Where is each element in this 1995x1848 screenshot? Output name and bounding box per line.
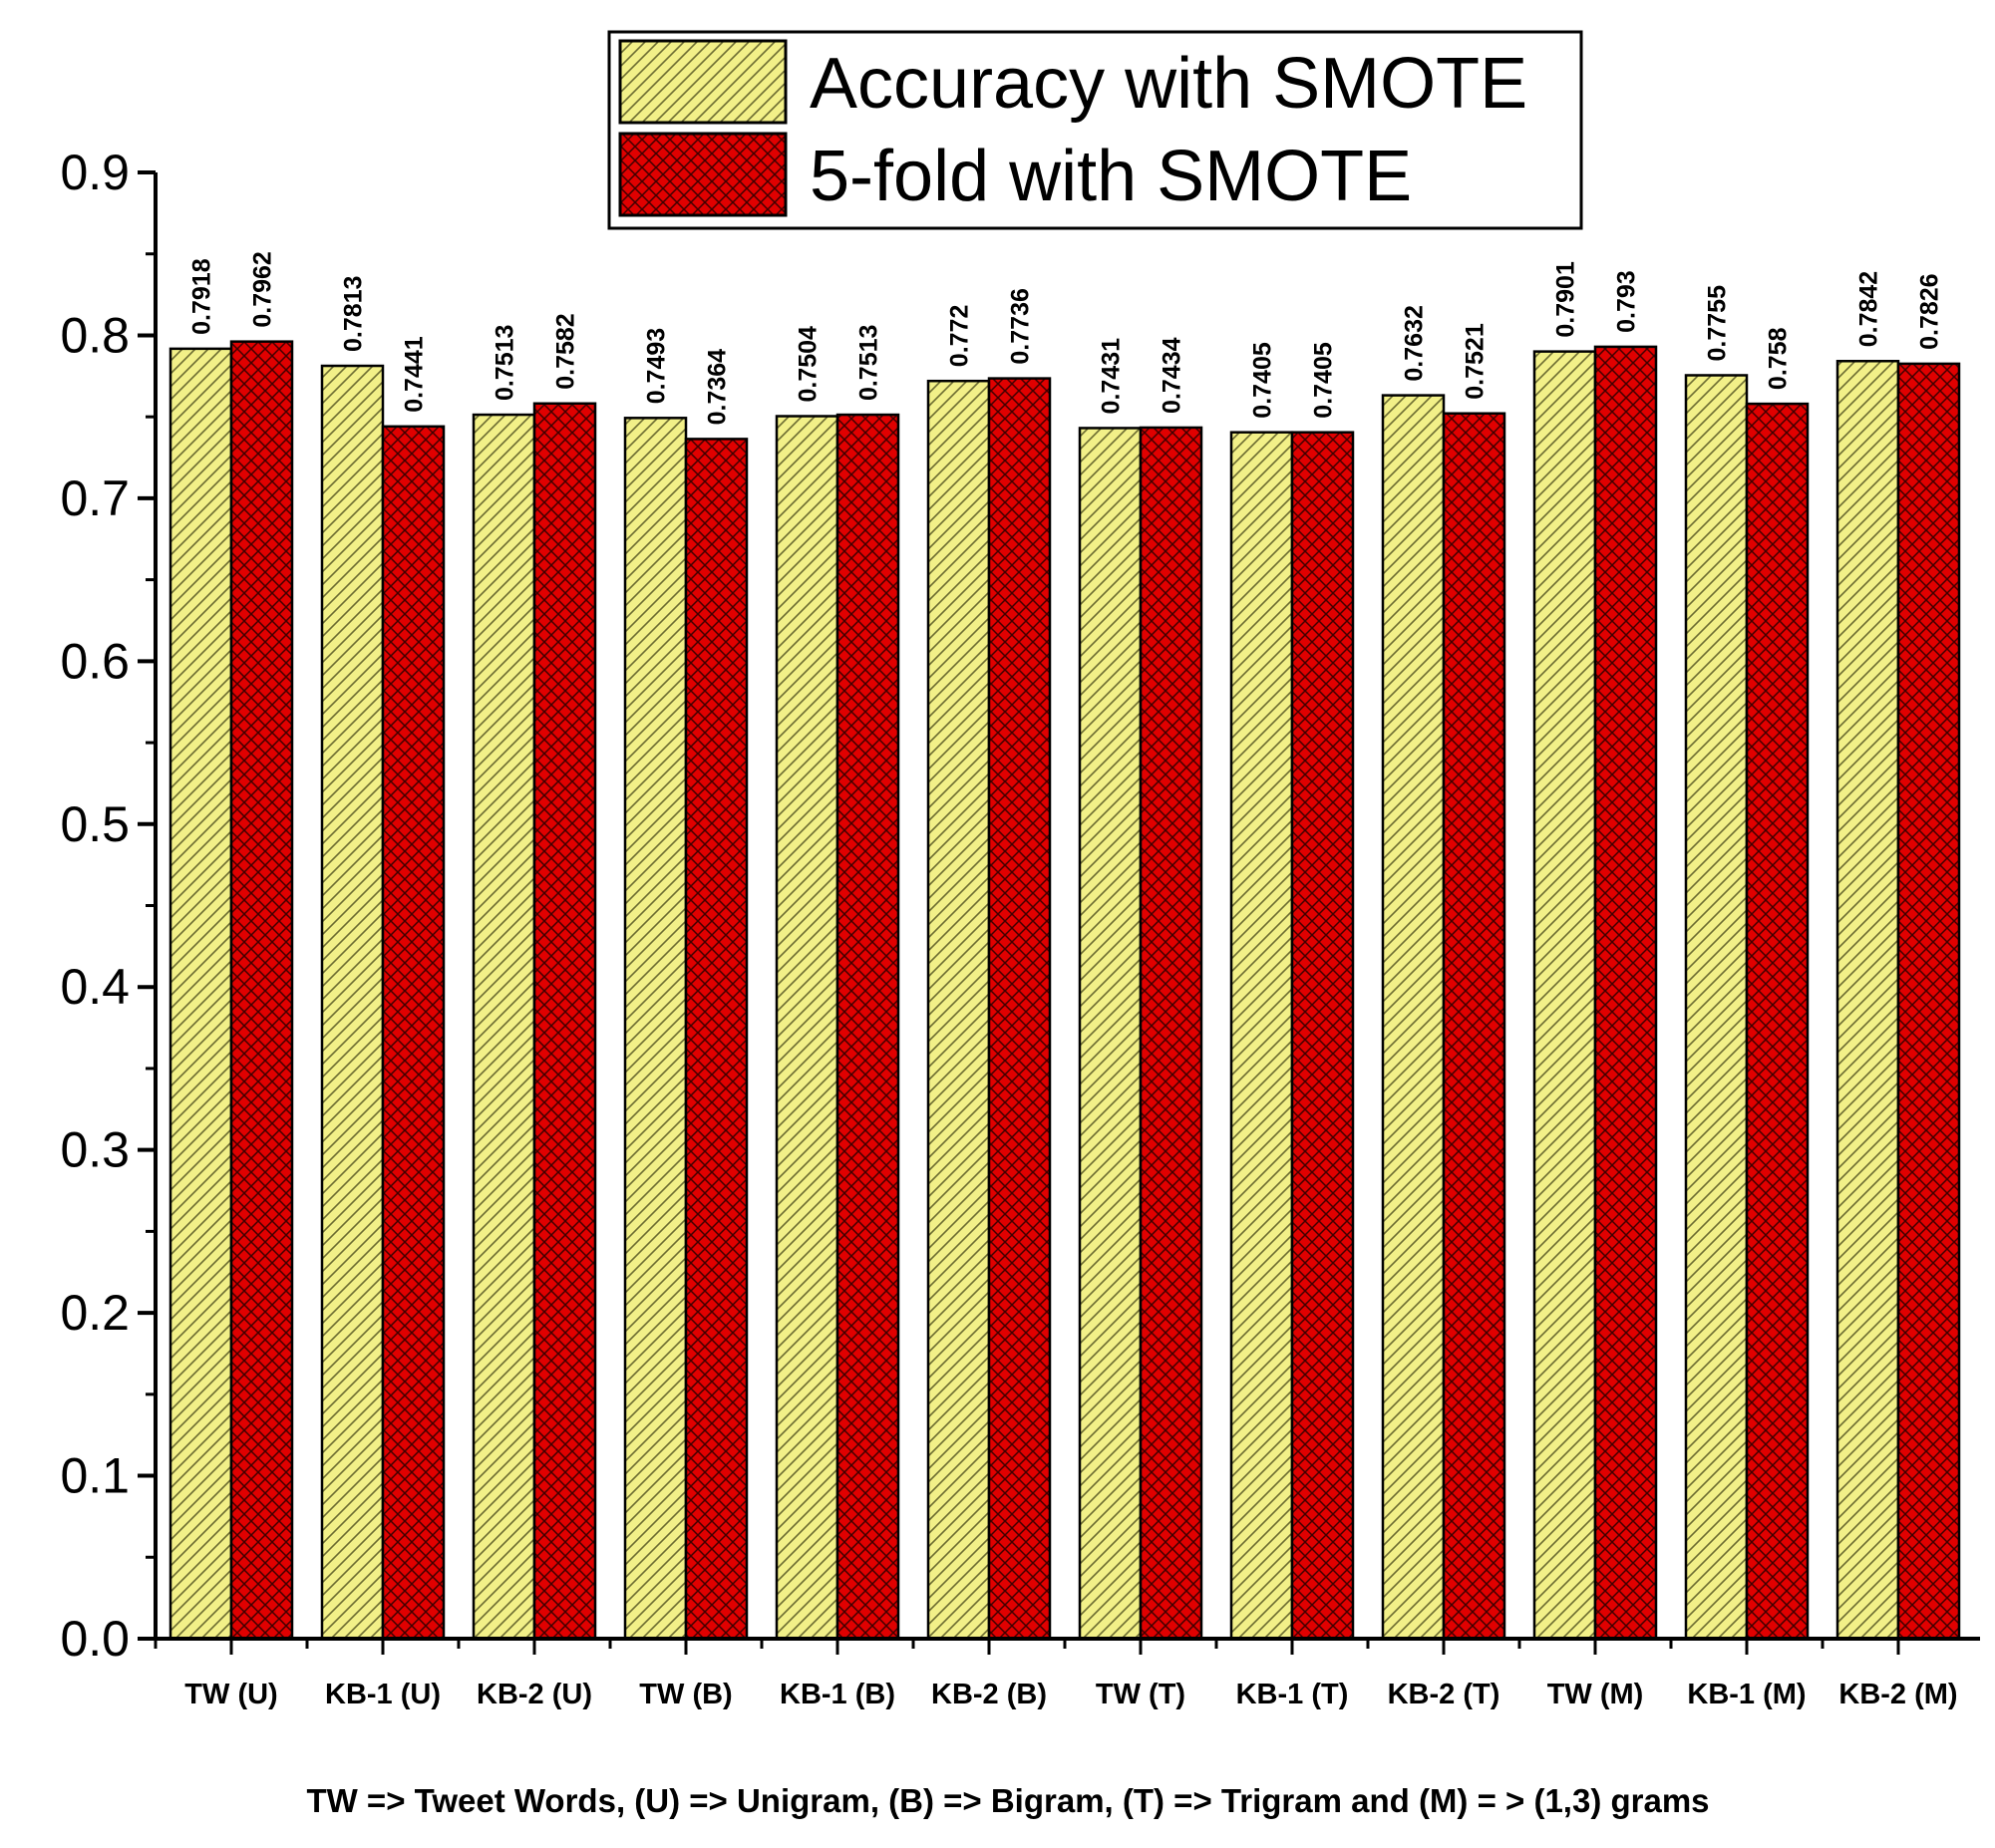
- bar-value-label: 0.7755: [1704, 285, 1732, 362]
- y-tick-label: 0.2: [60, 1285, 130, 1341]
- bar-5fold-with-smote: [1442, 412, 1506, 1641]
- bar-5fold-with-smote: [1290, 431, 1355, 1641]
- y-tick-label: 0.0: [60, 1611, 130, 1667]
- x-tick-label: KB-1 (U): [325, 1679, 441, 1710]
- bar-value-label: 0.7504: [795, 326, 823, 403]
- bar-5fold-with-smote: [1896, 362, 1961, 1641]
- bar-value-label: 0.7434: [1159, 337, 1186, 414]
- bar-value-label: 0.7962: [249, 251, 277, 327]
- x-tick-label: KB-2 (U): [477, 1679, 592, 1710]
- bar-value-label: 0.7813: [340, 276, 368, 352]
- bar-value-label: 0.7918: [188, 258, 216, 335]
- y-tick-label: 0.9: [60, 145, 130, 200]
- bar-5fold-with-smote: [835, 413, 900, 1641]
- y-axis-ticks: 0.0 0.1 0.2 0.3 0.4 0.5 0.6 0.7 0.8 0.9: [60, 145, 156, 1667]
- y-tick-label: 0.7: [60, 470, 130, 526]
- x-axis-ticks: TW (U) KB-1 (U) KB-2 (U) TW (B) KB-1 (B) KB-2…: [154, 1639, 1958, 1710]
- bar-value-label: 0.7632: [1401, 305, 1429, 381]
- bar-accuracy-with-smote: [1532, 350, 1597, 1641]
- bars-layer: [168, 340, 1961, 1641]
- x-tick-label: KB-2 (B): [931, 1679, 1047, 1710]
- legend-label-accuracy: Accuracy with SMOTE: [810, 44, 1527, 124]
- bar-5fold-with-smote: [532, 402, 597, 1641]
- bar-accuracy-with-smote: [1684, 374, 1749, 1641]
- bar-value-label: 0.7582: [552, 313, 580, 389]
- bar-value-label: 0.758: [1765, 327, 1793, 390]
- legend: Accuracy with SMOTE 5-fold with SMOTE: [607, 30, 1583, 230]
- x-tick-label: TW (T): [1096, 1679, 1185, 1710]
- x-tick-label: KB-1 (B): [780, 1679, 895, 1710]
- footnote-annotation: TW => Tweet Words, (U) => Unigram, (B) =…: [306, 1782, 1709, 1819]
- bar-accuracy-with-smote: [926, 379, 991, 1641]
- bar-accuracy-with-smote: [623, 417, 688, 1641]
- bar-value-label: 0.772: [946, 305, 974, 368]
- data-labels-layer: 0.7918 0.7813 0.7513 0.7493 0.7504 0.772 0.743…: [188, 251, 1944, 425]
- bar-value-label: 0.7405: [1249, 342, 1277, 419]
- bar-accuracy-with-smote: [1381, 394, 1446, 1641]
- bar-value-label: 0.7405: [1310, 342, 1338, 419]
- bar-value-label: 0.7842: [1855, 271, 1883, 347]
- bar-value-label: 0.7826: [1916, 273, 1944, 349]
- x-tick-label: KB-2 (T): [1388, 1679, 1500, 1710]
- x-tick-label: TW (B): [639, 1679, 732, 1710]
- x-tick-label: KB-1 (M): [1687, 1679, 1806, 1710]
- bar-accuracy-with-smote: [320, 364, 385, 1641]
- legend-swatch-5fold: [618, 132, 788, 217]
- bar-value-label: 0.7441: [401, 336, 429, 413]
- bar-5fold-with-smote: [1745, 402, 1810, 1641]
- bar-5fold-with-smote: [987, 377, 1052, 1641]
- bar-5fold-with-smote: [1593, 345, 1658, 1641]
- bar-5fold-with-smote: [684, 438, 749, 1641]
- bar-value-label: 0.7513: [855, 325, 883, 401]
- y-tick-label: 0.8: [60, 307, 130, 363]
- bar-value-label: 0.7513: [492, 325, 519, 401]
- bar-5fold-with-smote: [381, 425, 446, 1641]
- y-tick-label: 0.3: [60, 1122, 130, 1178]
- y-tick-label: 0.1: [60, 1448, 130, 1504]
- x-tick-label: KB-1 (T): [1236, 1679, 1349, 1710]
- legend-label-5fold: 5-fold with SMOTE: [810, 137, 1412, 216]
- bar-5fold-with-smote: [229, 340, 294, 1641]
- x-tick-label: TW (U): [184, 1679, 277, 1710]
- bar-value-label: 0.793: [1613, 270, 1641, 333]
- bar-5fold-with-smote: [1139, 426, 1203, 1641]
- legend-swatch-accuracy: [618, 39, 788, 125]
- bar-accuracy-with-smote: [1078, 427, 1143, 1641]
- bar-accuracy-with-smote: [1229, 431, 1294, 1641]
- y-tick-label: 0.6: [60, 633, 130, 689]
- x-tick-label: TW (M): [1547, 1679, 1644, 1710]
- y-tick-label: 0.5: [60, 796, 130, 852]
- bar-accuracy-with-smote: [472, 413, 536, 1641]
- bar-value-label: 0.7736: [1007, 288, 1035, 364]
- bar-value-label: 0.7493: [643, 328, 671, 404]
- bar-value-label: 0.7521: [1462, 323, 1490, 400]
- bar-value-label: 0.7364: [704, 349, 732, 426]
- bar-accuracy-with-smote: [775, 415, 839, 1641]
- bar-value-label: 0.7901: [1552, 261, 1580, 338]
- axes: 0.0 0.1 0.2 0.3 0.4 0.5 0.6 0.7 0.8 0.9 TW (U) KB-…: [60, 145, 1980, 1710]
- bar-value-label: 0.7431: [1098, 338, 1126, 415]
- bar-accuracy-with-smote: [168, 347, 233, 1641]
- bar-accuracy-with-smote: [1835, 360, 1900, 1641]
- x-tick-label: KB-2 (M): [1838, 1679, 1957, 1710]
- y-tick-label: 0.4: [60, 959, 130, 1015]
